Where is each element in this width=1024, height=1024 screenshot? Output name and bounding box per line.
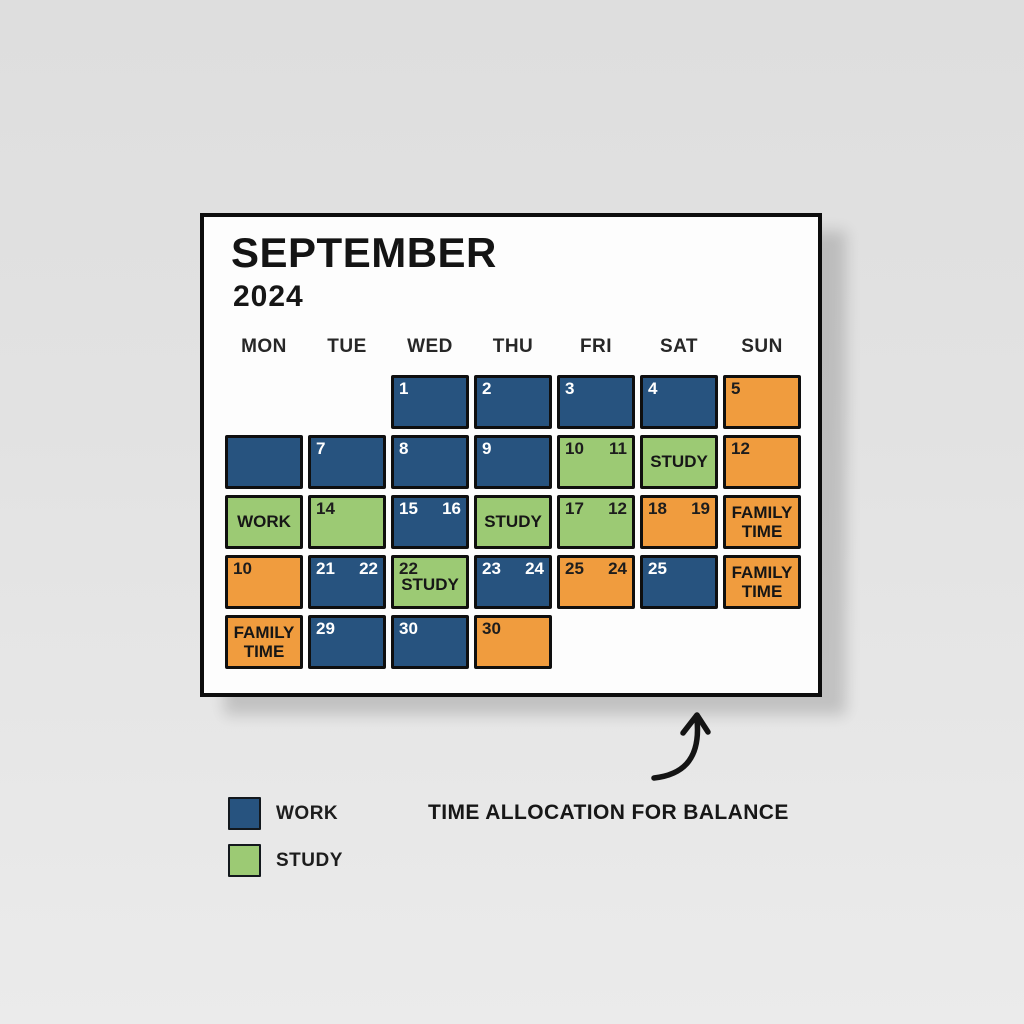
cell-label: FAMILY TIME bbox=[731, 502, 793, 541]
calendar-cell: FAMILY TIME bbox=[723, 555, 801, 609]
calendar-cell: 5 bbox=[723, 375, 801, 429]
calendar-month-title: SEPTEMBER bbox=[231, 229, 497, 276]
cell-number: 2 bbox=[482, 379, 492, 398]
cell-label: FAMILY TIME bbox=[233, 622, 295, 661]
cell-label: WORK bbox=[237, 512, 291, 532]
day-header-fri: FRI bbox=[579, 336, 613, 357]
calendar-grid: 1 2 3 4 5 7 8 9 10 11 STUDY 12 WORK 14 15 16 STUDY 17 12 18… bbox=[225, 375, 801, 669]
legend-label: STUDY bbox=[276, 849, 343, 871]
legend-label: WORK bbox=[276, 802, 339, 824]
cell-number-secondary: 11 bbox=[609, 439, 627, 458]
cell-number: 10 bbox=[565, 439, 584, 458]
cell-number: 30 bbox=[399, 619, 418, 638]
cell-number: 17 bbox=[565, 499, 584, 518]
empty-cell bbox=[225, 375, 303, 429]
calendar-cell: WORK bbox=[225, 495, 303, 549]
calendar-year: 2024 bbox=[233, 280, 304, 313]
cell-number: 23 bbox=[482, 559, 501, 578]
calendar-cell: 22 STUDY bbox=[391, 555, 469, 609]
calendar-cell: 15 16 bbox=[391, 495, 469, 549]
calendar-cell: 29 bbox=[308, 615, 386, 669]
empty-cell bbox=[640, 615, 718, 669]
calendar-cell: 3 bbox=[557, 375, 635, 429]
cell-label: STUDY bbox=[650, 452, 708, 472]
calendar-cell bbox=[225, 435, 303, 489]
cell-number-secondary: 24 bbox=[525, 559, 544, 578]
cell-number: 3 bbox=[565, 379, 575, 398]
cell-number: 25 bbox=[565, 559, 584, 578]
cell-number: 14 bbox=[316, 499, 335, 518]
calendar-cell: 30 bbox=[391, 615, 469, 669]
cell-label: STUDY bbox=[401, 575, 459, 594]
cell-number-secondary: 24 bbox=[608, 559, 627, 578]
legend-item-work: WORK bbox=[228, 797, 343, 830]
calendar-cell: FAMILY TIME bbox=[723, 495, 801, 549]
calendar-cell: 30 bbox=[474, 615, 552, 669]
legend-swatch-green bbox=[228, 844, 261, 877]
cell-number: 4 bbox=[648, 379, 658, 398]
calendar-cell: 10 11 bbox=[557, 435, 635, 489]
calendar-cell: FAMILY TIME bbox=[225, 615, 303, 669]
cell-number: 5 bbox=[731, 379, 741, 398]
calendar-cell: 7 bbox=[308, 435, 386, 489]
cell-number-secondary: 22 bbox=[359, 559, 378, 578]
day-header-mon: MON bbox=[241, 336, 287, 357]
calendar-cell: 2 bbox=[474, 375, 552, 429]
calendar-cell: 12 bbox=[723, 435, 801, 489]
cell-number-secondary: 12 bbox=[608, 499, 627, 518]
calendar-cell: 17 12 bbox=[557, 495, 635, 549]
day-header-tue: TUE bbox=[327, 336, 367, 357]
cell-number-secondary: 19 bbox=[691, 499, 710, 518]
cell-number: 8 bbox=[399, 439, 409, 458]
calendar-cell: 4 bbox=[640, 375, 718, 429]
cell-number: 21 bbox=[316, 559, 335, 578]
cell-number: 1 bbox=[399, 379, 409, 398]
calendar-cell: 23 24 bbox=[474, 555, 552, 609]
calendar-cell: 9 bbox=[474, 435, 552, 489]
day-header-sat: SAT bbox=[659, 336, 699, 357]
cell-number: 22 bbox=[399, 559, 418, 578]
legend-item-study: STUDY bbox=[228, 844, 343, 877]
calendar-cell: 10 bbox=[225, 555, 303, 609]
cell-number: 9 bbox=[482, 439, 492, 458]
cell-number: 12 bbox=[731, 439, 750, 458]
cell-number: 30 bbox=[482, 619, 501, 638]
day-header-wed: WED bbox=[407, 336, 453, 357]
calendar-cell: 1 bbox=[391, 375, 469, 429]
calendar-cell: 21 22 bbox=[308, 555, 386, 609]
cell-number: 15 bbox=[399, 499, 418, 518]
cell-label: STUDY bbox=[484, 512, 542, 532]
calendar-cell: 18 19 bbox=[640, 495, 718, 549]
cell-number: 10 bbox=[233, 559, 252, 578]
curved-arrow-icon bbox=[651, 712, 711, 781]
calendar-cell: STUDY bbox=[640, 435, 718, 489]
empty-cell bbox=[723, 615, 801, 669]
calendar-cell: 25 bbox=[640, 555, 718, 609]
calendar-cell: 14 bbox=[308, 495, 386, 549]
day-header-row: MON TUE WED THU FRI SAT SUN bbox=[225, 336, 801, 358]
cell-number: 25 bbox=[648, 559, 667, 578]
cell-number: 29 bbox=[316, 619, 335, 638]
caption-text: TIME ALLOCATION FOR BALANCE bbox=[428, 801, 789, 824]
calendar-cell: STUDY bbox=[474, 495, 552, 549]
day-header-sun: SUN bbox=[741, 336, 783, 357]
calendar-cell: 25 24 bbox=[557, 555, 635, 609]
day-header-thu: THU bbox=[492, 336, 534, 357]
empty-cell bbox=[557, 615, 635, 669]
cell-number: 18 bbox=[648, 499, 667, 518]
calendar-cell: 8 bbox=[391, 435, 469, 489]
cell-number-secondary: 16 bbox=[442, 499, 461, 518]
cell-label: FAMILY TIME bbox=[731, 562, 793, 601]
legend-swatch-blue bbox=[228, 797, 261, 830]
legend: WORK STUDY bbox=[228, 797, 343, 891]
cell-number: 7 bbox=[316, 439, 326, 458]
empty-cell bbox=[308, 375, 386, 429]
